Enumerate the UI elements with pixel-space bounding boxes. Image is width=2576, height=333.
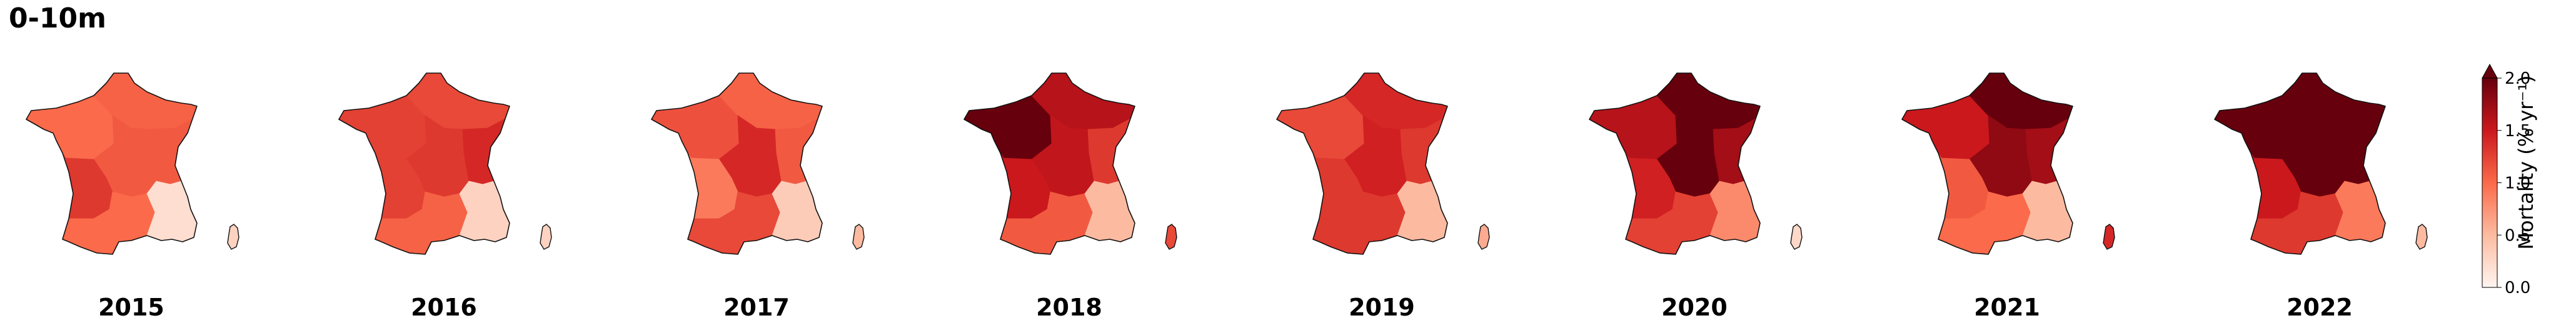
france-map [338, 72, 552, 255]
map-panel-2022: 2022 [2207, 59, 2432, 321]
france-map [1901, 72, 2115, 255]
region-nw [1276, 95, 1365, 160]
region-nw [338, 95, 427, 160]
region-se [2022, 181, 2073, 242]
colorbar-tick-label: 2.0 [2505, 69, 2530, 88]
region-corsica [540, 224, 552, 250]
colorbar-extend-arrow [2482, 63, 2498, 79]
france-map [963, 72, 1177, 255]
region-nw [2214, 95, 2303, 160]
france-outline [651, 72, 823, 255]
france-outline [1589, 72, 1761, 255]
year-label: 2019 [1349, 294, 1415, 321]
map-panel-2016: 2016 [331, 59, 556, 321]
region-corsica [1477, 224, 1490, 250]
map-panel-2019: 2019 [1269, 59, 1494, 321]
colorbar: 0.0 0.5 1.0 1.5 2.0 [2482, 63, 2530, 297]
region-nw [651, 95, 740, 160]
france-outline [963, 72, 1135, 255]
france-outline [2214, 72, 2386, 255]
france-map [2214, 72, 2428, 255]
region-se [459, 181, 510, 242]
year-label: 2017 [723, 294, 790, 321]
year-label: 2022 [2287, 294, 2353, 321]
colorbar-tick-label: 0.0 [2505, 279, 2530, 297]
region-se [2335, 181, 2386, 242]
france-outline [338, 72, 510, 255]
region-se [1084, 181, 1135, 242]
colorbar-tick-label: 0.5 [2505, 226, 2530, 245]
year-label: 2021 [1974, 294, 2040, 321]
region-se [1397, 181, 1448, 242]
region-corsica [1790, 224, 1803, 250]
region-corsica [2103, 224, 2115, 250]
map-panel-2020: 2020 [1582, 59, 1807, 321]
france-map [1276, 72, 1490, 255]
france-outline [1901, 72, 2073, 255]
region-corsica [1165, 224, 1177, 250]
region-se [1709, 181, 1761, 242]
map-panel-2021: 2021 [1894, 59, 2120, 321]
france-map [1589, 72, 1803, 255]
colorbar-tick-label: 1.5 [2505, 122, 2530, 141]
france-map [651, 72, 865, 255]
france-outline [26, 72, 198, 255]
region-nw [26, 95, 114, 160]
region-nw [1589, 95, 1678, 160]
figure-title: 0-10m [9, 2, 106, 34]
region-corsica [2415, 224, 2428, 250]
region-corsica [852, 224, 865, 250]
map-panel-2017: 2017 [644, 59, 869, 321]
map-panel-2015: 2015 [19, 59, 244, 321]
france-map [26, 72, 239, 255]
region-se [772, 181, 823, 242]
year-label: 2016 [411, 294, 477, 321]
colorbar-gradient [2482, 77, 2498, 288]
year-label: 2018 [1036, 294, 1102, 321]
region-nw [1901, 95, 1990, 160]
france-outline [1276, 72, 1448, 255]
colorbar-tick-label: 1.0 [2505, 174, 2530, 193]
map-panel-2018: 2018 [957, 59, 1182, 321]
year-label: 2015 [98, 294, 164, 321]
region-corsica [227, 224, 239, 250]
year-label: 2020 [1661, 294, 1728, 321]
region-nw [963, 95, 1052, 160]
region-se [146, 181, 198, 242]
colorbar-label: Mortality (% yr⁻¹) [2514, 75, 2538, 250]
